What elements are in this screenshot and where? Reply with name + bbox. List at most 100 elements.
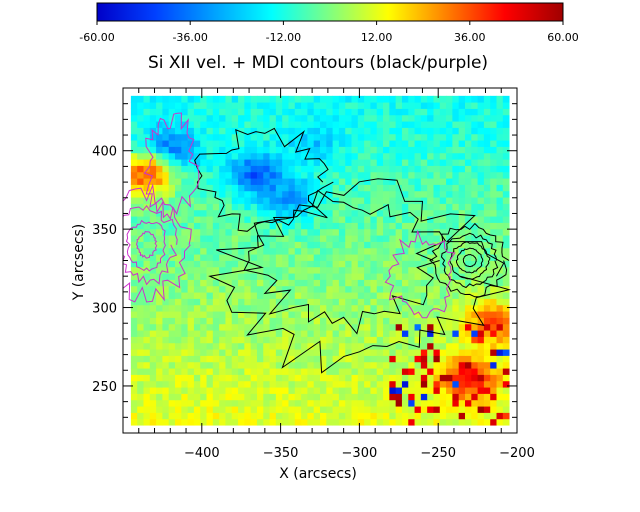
heatmap-cell: [149, 216, 157, 223]
heatmap-cell: [351, 228, 359, 236]
heatmap-cell: [502, 133, 510, 141]
heatmap-cell: [496, 197, 504, 204]
heatmap-cell: [250, 95, 258, 103]
heatmap-cell: [187, 140, 195, 147]
heatmap-cell: [320, 412, 327, 420]
heatmap-cell: [414, 152, 422, 160]
heatmap-cell: [219, 209, 226, 217]
heatmap-cell: [313, 406, 321, 413]
heatmap-cell: [143, 406, 151, 413]
heatmap-cell: [458, 412, 466, 420]
heatmap-cell: [225, 235, 233, 242]
heatmap-cell: [408, 279, 415, 287]
heatmap-cell: [414, 190, 422, 198]
heatmap-cell: [395, 121, 403, 128]
heatmap-cell: [181, 146, 189, 154]
heatmap-cell: [471, 311, 478, 318]
heatmap-cell: [320, 311, 327, 318]
heatmap-cell: [263, 273, 270, 280]
heatmap-cell: [269, 209, 277, 217]
heatmap-cell: [137, 159, 144, 166]
heatmap-cell: [395, 298, 403, 306]
heatmap-cell: [439, 114, 447, 122]
heatmap-cell: [168, 393, 176, 401]
heatmap-cell: [502, 374, 510, 382]
heatmap-cell: [496, 260, 504, 268]
heatmap-cell: [332, 228, 340, 236]
heatmap-cell: [376, 95, 384, 103]
heatmap-cell: [320, 418, 327, 426]
heatmap-cell: [383, 336, 390, 344]
heatmap-cell: [383, 171, 390, 179]
heatmap-cell: [464, 152, 472, 160]
heatmap-cell: [332, 222, 340, 230]
heatmap-cell: [351, 247, 359, 255]
heatmap-cell: [490, 330, 497, 337]
heatmap-cell: [168, 159, 176, 166]
heatmap-cell: [156, 146, 163, 154]
heatmap-cell: [452, 387, 460, 394]
heatmap-cell: [156, 368, 163, 375]
heatmap-cell: [332, 159, 340, 166]
heatmap-cell: [364, 133, 371, 141]
heatmap-cell: [219, 349, 226, 356]
heatmap-cell: [395, 127, 403, 135]
heatmap-cell: [313, 140, 321, 147]
heatmap-cell: [175, 380, 182, 388]
heatmap-cell: [250, 228, 258, 236]
heatmap-cell: [301, 336, 308, 344]
heatmap-cell: [175, 140, 182, 147]
heatmap-cell: [326, 171, 333, 179]
heatmap-cell: [130, 209, 138, 217]
heatmap-cell: [238, 216, 245, 223]
heatmap-cell: [458, 260, 466, 268]
heatmap-cell: [282, 412, 289, 420]
heatmap-cell: [427, 216, 434, 223]
heatmap-cell: [338, 374, 346, 382]
heatmap-cell: [446, 121, 453, 128]
heatmap-cell: [313, 387, 321, 394]
heatmap-cell: [383, 146, 390, 154]
heatmap-cell: [263, 285, 270, 293]
heatmap-cell: [383, 254, 390, 261]
heatmap-cell: [250, 235, 258, 242]
heatmap-cell: [244, 121, 252, 128]
heatmap-cell: [168, 254, 176, 261]
heatmap-cell: [502, 235, 510, 242]
heatmap-cell: [193, 228, 201, 236]
heatmap-cell: [225, 355, 233, 363]
heatmap-cell: [395, 247, 403, 255]
heatmap-cell: [149, 165, 157, 173]
heatmap-cell: [496, 184, 504, 192]
heatmap-cell: [383, 380, 390, 388]
heatmap-cell: [383, 285, 390, 293]
heatmap-cell: [452, 178, 460, 185]
heatmap-cell: [427, 298, 434, 306]
heatmap-cell: [439, 399, 447, 407]
heatmap-cell: [263, 361, 270, 369]
heatmap-cell: [225, 222, 233, 230]
heatmap-cell: [458, 330, 466, 337]
heatmap-cell: [496, 412, 504, 420]
heatmap-cell: [439, 387, 447, 394]
heatmap-cell: [130, 241, 138, 249]
heatmap-cell: [168, 146, 176, 154]
heatmap-cell: [471, 317, 478, 325]
heatmap-cell: [345, 285, 352, 293]
heatmap-cell: [263, 140, 270, 147]
heatmap-cell: [439, 349, 447, 356]
heatmap-cell: [326, 203, 333, 211]
heatmap-cell: [446, 95, 453, 103]
heatmap-cell: [288, 159, 296, 166]
heatmap-cell: [244, 171, 252, 179]
heatmap-cell: [168, 387, 176, 394]
heatmap-cell: [269, 159, 277, 166]
heatmap-cell: [477, 285, 485, 293]
heatmap-cell: [376, 273, 384, 280]
heatmap-cell: [446, 317, 453, 325]
heatmap-cell: [149, 330, 157, 337]
heatmap-cell: [376, 171, 384, 179]
heatmap-cell: [452, 298, 460, 306]
heatmap-cell: [502, 412, 510, 420]
heatmap-cell: [313, 121, 321, 128]
